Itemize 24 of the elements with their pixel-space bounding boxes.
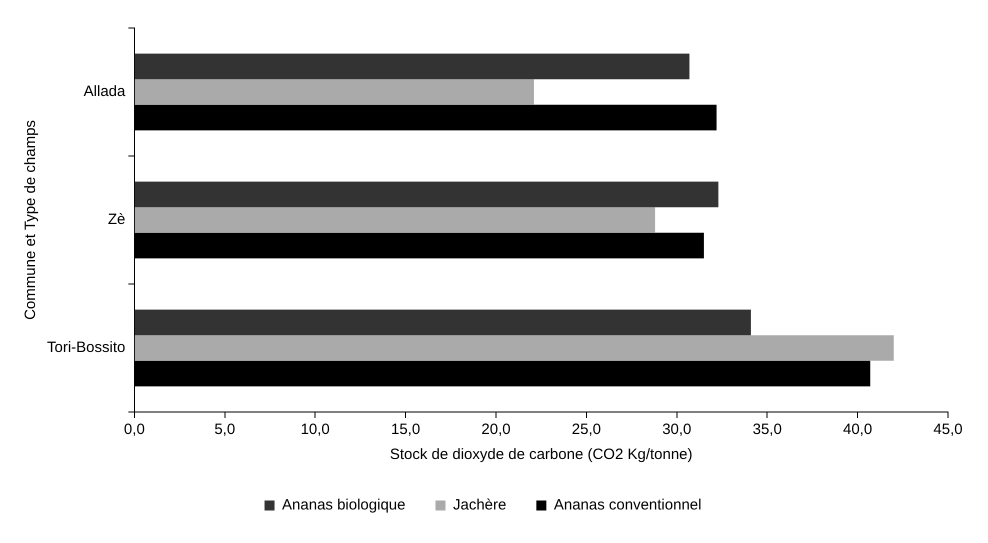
y-axis-title: Commune et Type de champs [22, 120, 40, 320]
bar [134, 310, 751, 336]
x-tick-label: 25,0 [572, 421, 601, 438]
legend-label: Jachère [452, 496, 506, 514]
x-tick-label: 20,0 [481, 421, 511, 438]
legend-label: Ananas biologique [282, 496, 406, 514]
y-tick-label: Allada [84, 83, 126, 100]
bar [134, 54, 690, 80]
x-tick-label: 0,0 [124, 421, 145, 438]
y-tick-label: Tori-Bossito [46, 339, 126, 356]
x-tick-label: 15,0 [390, 421, 420, 438]
bar [134, 335, 894, 361]
x-tick-label: 5,0 [214, 421, 236, 438]
x-tick-label: 30,0 [662, 421, 692, 438]
bar [134, 79, 534, 105]
x-tick-label: 40,0 [842, 421, 872, 438]
x-tick-label: 45,0 [933, 421, 963, 438]
y-tick-label: Zè [108, 211, 126, 228]
legend-label: Ananas conventionnel [554, 496, 702, 514]
x-tick-label: 10,0 [300, 421, 330, 438]
x-axis-title: Stock de dioxyde de carbone (CO2 Kg/tonne) [390, 446, 693, 464]
bar [134, 207, 656, 233]
bar [134, 182, 718, 208]
x-tick-label: 35,0 [752, 421, 782, 438]
